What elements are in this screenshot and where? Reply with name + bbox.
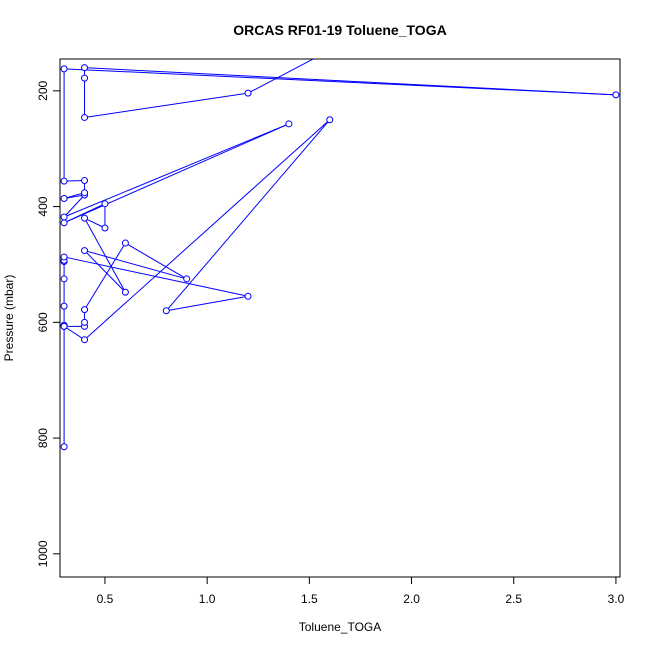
series-line-segment (63, 192, 85, 199)
data-point (81, 306, 89, 314)
data-point (81, 189, 89, 197)
plot-frame (59, 58, 621, 578)
y-tick-label: 1000 (36, 540, 50, 567)
data-point (101, 224, 109, 232)
x-tick-label: 2.0 (403, 592, 420, 606)
series-line-segment (247, 59, 315, 94)
data-point (285, 120, 293, 128)
series-line-segment (84, 119, 331, 341)
x-tick-label: 3.0 (608, 592, 625, 606)
y-axis-label: Pressure (mbar) (2, 275, 16, 362)
data-point (327, 47, 333, 53)
series-line-segment (63, 123, 290, 218)
series-line-segment (84, 217, 106, 229)
series-line-segment (63, 123, 290, 224)
data-point (101, 200, 109, 208)
x-tick-label: 2.5 (505, 592, 522, 606)
data-point (81, 214, 89, 222)
series-line-segment (63, 256, 249, 297)
data-point (60, 302, 68, 310)
data-point (60, 219, 68, 227)
data-point (60, 443, 68, 451)
series-line-segment (166, 295, 249, 312)
series-line-segment (84, 242, 126, 310)
data-point (60, 194, 68, 202)
data-point (326, 116, 334, 124)
x-tick-label: 1.5 (301, 592, 318, 606)
data-point (81, 336, 89, 344)
series-line-segment (84, 67, 616, 96)
chart-title: ORCAS RF01-19 Toluene_TOGA (233, 22, 446, 38)
data-point (81, 113, 89, 121)
data-point (60, 65, 68, 73)
data-point (81, 64, 89, 72)
y-tick-label: 600 (36, 312, 50, 332)
data-point (162, 307, 170, 315)
series-line-segment (84, 92, 249, 118)
data-point (81, 74, 89, 82)
series-line-segment (84, 250, 126, 293)
data-point (121, 288, 129, 296)
data-point (244, 89, 252, 97)
data-point (81, 177, 89, 185)
y-tick-label: 200 (36, 81, 50, 101)
x-axis-label: Toluene_TOGA (299, 620, 382, 634)
data-point (60, 213, 68, 221)
series-line-segment (125, 242, 187, 280)
series-line-segment (63, 325, 85, 341)
series-line-segment (165, 119, 331, 312)
y-axis: 200 400 600 800 1000 (36, 81, 61, 567)
y-tick-label: 400 (36, 196, 50, 216)
data-point (81, 247, 89, 255)
plot-area (60, 47, 620, 451)
y-tick-label: 800 (36, 428, 50, 448)
data-point (60, 322, 68, 330)
series-line-segment (84, 217, 126, 293)
data-point (60, 275, 68, 283)
data-point (244, 292, 252, 300)
data-point (81, 318, 89, 326)
x-tick-label: 0.5 (97, 592, 114, 606)
series-line-segment (84, 250, 187, 280)
series-line-segment (63, 194, 85, 218)
data-point (60, 177, 68, 185)
x-tick-label: 1.0 (199, 592, 216, 606)
data-point (183, 275, 191, 283)
data-point (612, 91, 620, 99)
data-point (60, 253, 68, 261)
x-axis: 0.5 1.0 1.5 2.0 2.5 3.0 (97, 576, 625, 606)
data-point (121, 239, 129, 247)
